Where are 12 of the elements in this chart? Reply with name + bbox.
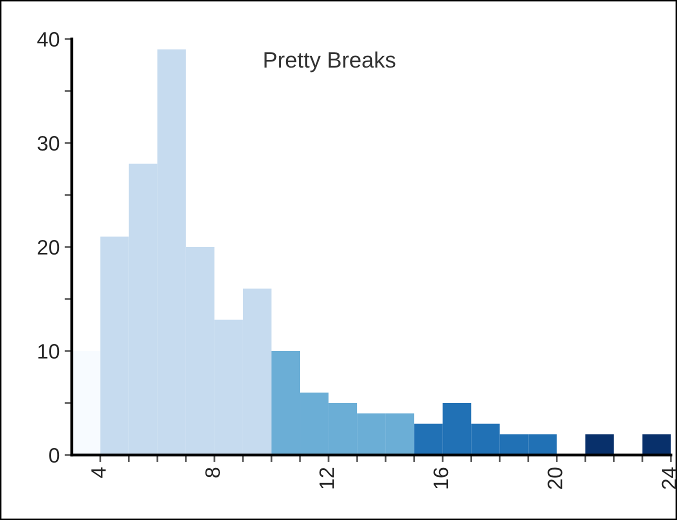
x-tick-label: 12: [319, 468, 334, 488]
y-tick-label: 20: [38, 240, 60, 255]
y-tick-label: 40: [37, 32, 60, 47]
y-tick-label: 0: [49, 448, 60, 463]
text: Pretty Breaks: [264, 51, 396, 72]
x-tick-label: 16: [434, 468, 448, 488]
y-tick-label: 10: [38, 344, 60, 359]
x-tick-label: 4: [91, 467, 106, 478]
x-tick-label: 24: [662, 467, 676, 489]
x-tick-label: 8: [205, 468, 220, 478]
y-tick-label: 30: [38, 136, 60, 151]
x-tick-label: 20: [548, 468, 562, 489]
